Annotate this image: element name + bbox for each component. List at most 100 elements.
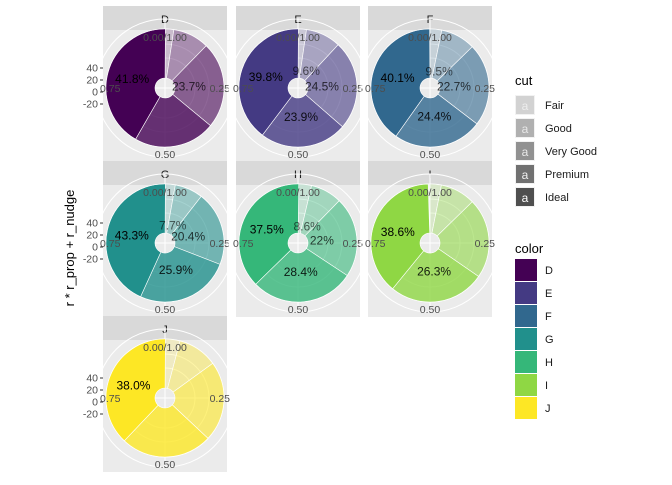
legend-color-item-i: I <box>515 374 548 396</box>
angle-label-left: 0.75 <box>100 393 121 405</box>
radial-tick-label: 0 <box>92 397 98 409</box>
slice-percent-label: 38.6% <box>381 225 415 239</box>
pie-slice-very-good <box>436 201 490 277</box>
legend-cut-item-good: a Good <box>515 118 572 138</box>
pie-slice-very-good <box>171 45 225 127</box>
radial-tick-label: -20 <box>83 254 98 266</box>
legend-color-swatch <box>515 305 537 327</box>
angle-label-left: 0.75 <box>100 238 121 250</box>
slice-percent-label: 38.0% <box>116 378 150 392</box>
angle-label-left: 0.75 <box>233 238 254 250</box>
slice-percent-label: 22% <box>310 233 334 247</box>
slice-percent-label: 37.5% <box>250 223 284 237</box>
legend-cut-item-premium: a Premium <box>515 164 589 184</box>
pie-slice-premium <box>262 94 343 148</box>
pie-slice-ideal <box>105 338 166 442</box>
angle-label-bottom: 0.50 <box>288 304 309 316</box>
angle-label-left: 0.75 <box>233 83 254 95</box>
pie-slice-premium <box>395 93 478 148</box>
legend-cut-label: Fair <box>545 100 564 112</box>
facet-panel-e: E9.6%24.5%23.9%39.8%0.00/1.000.500.250.7… <box>228 6 368 162</box>
legend-cut-item-very-good: a Very Good <box>515 141 597 161</box>
legend-cut-label: Good <box>545 123 572 135</box>
pie-slice-very-good <box>304 44 358 128</box>
slice-percent-label: 43.3% <box>115 229 149 243</box>
angle-label-bottom: 0.50 <box>155 149 176 161</box>
angle-label-right: 0.25 <box>210 83 231 95</box>
legend-color-title: color <box>515 241 544 256</box>
angle-label-top: 0.00/1.00 <box>276 32 320 44</box>
legend-key-swatch <box>516 165 534 183</box>
legend-cut-label: Very Good <box>545 146 597 158</box>
radial-tick-label: 0 <box>92 87 98 99</box>
pie-slice-very-good <box>170 195 225 265</box>
slice-percent-label: 23.9% <box>284 110 318 124</box>
facet-panel-h: H8.6%22%28.4%37.5%0.00/1.000.500.250.75 <box>228 161 368 317</box>
angle-label-bottom: 0.50 <box>288 149 309 161</box>
pie-slice-ideal <box>238 28 299 136</box>
legend-color-swatch <box>515 374 537 396</box>
legend-key-swatch <box>516 188 534 206</box>
slice-percent-label: 39.8% <box>249 70 283 84</box>
legend-color-label: I <box>545 380 548 392</box>
legend-key-glyph: a <box>522 191 529 205</box>
legend-key-glyph: a <box>522 99 529 113</box>
angle-label-top: 0.00/1.00 <box>143 32 187 44</box>
facet-panel-f: F9.5%22.7%24.4%40.1%0.00/1.000.500.250.7… <box>360 6 500 162</box>
angle-label-top: 0.00/1.00 <box>408 32 452 44</box>
pie-slice-ideal <box>370 183 430 290</box>
legend-key-glyph: a <box>522 168 529 182</box>
legend-cut-item-fair: a Fair <box>515 95 564 115</box>
legend-key-bg <box>515 118 535 138</box>
facet-panel-j: J38.0%0.00/1.000.500.250.75 <box>95 316 235 472</box>
radial-tick-label: -20 <box>83 99 98 111</box>
legend-color-label: J <box>545 403 551 415</box>
slice-percent-label: 23.7% <box>172 80 206 94</box>
pie-slice-very-good <box>436 46 490 125</box>
slice-percent-label: 9.5% <box>425 64 453 78</box>
slice-percent-label: 41.8% <box>115 72 149 86</box>
angle-label-top: 0.00/1.00 <box>143 342 187 354</box>
legend-color-label: E <box>545 288 552 300</box>
pie-slice-very-good <box>304 200 358 276</box>
angle-label-left: 0.75 <box>365 83 386 95</box>
angle-label-right: 0.25 <box>475 83 496 95</box>
facet-panel-g: G7.7%20.4%25.9%43.3%0.00/1.000.500.250.7… <box>95 161 235 317</box>
legend-color-item-d: D <box>515 259 553 281</box>
slice-percent-label: 24.4% <box>417 110 451 124</box>
facet-panel-i: I26.3%38.6%0.00/1.000.500.250.75 <box>360 161 500 317</box>
legend-color-item-g: G <box>515 328 554 350</box>
legend-key-swatch <box>516 96 534 114</box>
angle-label-right: 0.25 <box>343 83 364 95</box>
legend-color-label: F <box>545 311 552 323</box>
angle-label-left: 0.75 <box>365 238 386 250</box>
legend-cut-label: Ideal <box>545 192 569 204</box>
legend-cut-item-ideal: a Ideal <box>515 187 569 207</box>
angle-label-bottom: 0.50 <box>420 304 441 316</box>
pie-slice-ideal <box>105 183 166 298</box>
legend-color-swatch <box>515 328 537 350</box>
angle-label-top: 0.00/1.00 <box>143 187 187 199</box>
angle-label-top: 0.00/1.00 <box>408 187 452 199</box>
pie-slice-ideal <box>370 28 431 137</box>
radial-tick-label: 0 <box>92 242 98 254</box>
pie-slice-premium <box>140 246 221 303</box>
slice-percent-label: 24.5% <box>305 80 339 94</box>
slice-percent-label: 22.7% <box>437 80 471 94</box>
legend-key-swatch <box>516 142 534 160</box>
legend-color-item-e: E <box>515 282 552 304</box>
pie-slice-ideal <box>105 28 166 140</box>
legend-color-item-h: H <box>515 351 553 373</box>
pie-slice-premium <box>255 248 348 303</box>
facet-panel-d: D23.7%41.8%0.00/1.000.500.250.75 <box>95 6 235 162</box>
slice-percent-label: 7.7% <box>159 219 187 233</box>
pie-slice-premium <box>135 93 211 148</box>
legend-color-label: D <box>545 265 553 277</box>
legend-key-glyph: a <box>522 145 529 159</box>
angle-label-bottom: 0.50 <box>420 149 441 161</box>
slice-percent-label: 9.6% <box>293 64 321 78</box>
legend-color-label: G <box>545 334 554 346</box>
legend-color-swatch <box>515 351 537 373</box>
angle-label-right: 0.25 <box>343 238 364 250</box>
